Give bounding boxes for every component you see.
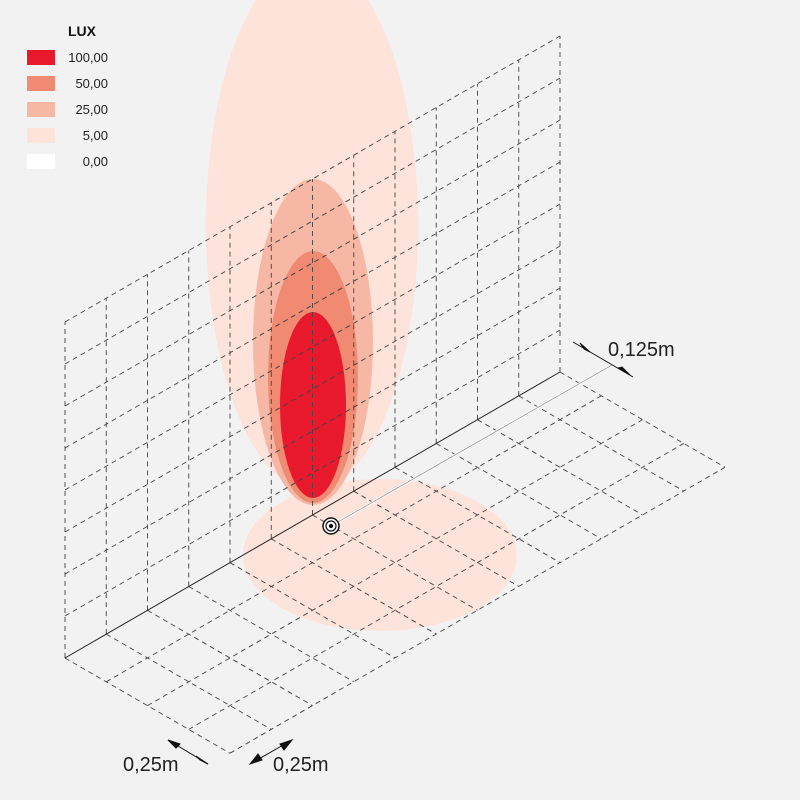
floor-grid-line: [312, 514, 478, 611]
legend-swatch: [27, 50, 55, 65]
legend-swatch: [27, 128, 55, 143]
offset-line: [330, 364, 613, 527]
legend-label: 25,00: [75, 102, 108, 117]
floor-grid-line: [64, 657, 231, 754]
floor-zone-5: [243, 479, 517, 631]
legend-label: 5,00: [83, 128, 108, 143]
floor-grid-line: [559, 371, 726, 468]
floor-grid-line: [353, 490, 519, 587]
legend-label: 100,00: [68, 50, 108, 65]
legend-label: 50,00: [75, 76, 108, 91]
lux-zone-100: [280, 312, 346, 498]
legend: 100,00 50,00 25,00 5,00 0,00: [27, 50, 108, 169]
grid: [64, 35, 726, 754]
floor-grid-line: [229, 562, 396, 659]
dimension-label: 0,25m: [123, 754, 179, 776]
floor-grid-line: [188, 586, 354, 683]
legend-title: LUX: [68, 23, 97, 39]
floor-grid-line: [477, 419, 643, 516]
legend-swatch: [27, 102, 55, 117]
legend-swatch: [27, 154, 55, 169]
legend-label: 0,00: [83, 154, 108, 169]
dimension-markers: [167, 341, 634, 766]
legend-swatch: [27, 76, 55, 91]
floor-grid-line: [106, 633, 272, 730]
floor-grid-line: [147, 609, 313, 706]
floor-grid-line: [436, 443, 602, 540]
floor-grid-line: [518, 395, 684, 492]
floor-grid-line: [271, 538, 437, 635]
dimension-label: 0,125m: [608, 339, 675, 361]
light-source: [322, 517, 340, 535]
wall-base: [64, 371, 561, 659]
floor-grid-line: [394, 466, 561, 563]
dimension-label: 0,25m: [273, 754, 329, 776]
